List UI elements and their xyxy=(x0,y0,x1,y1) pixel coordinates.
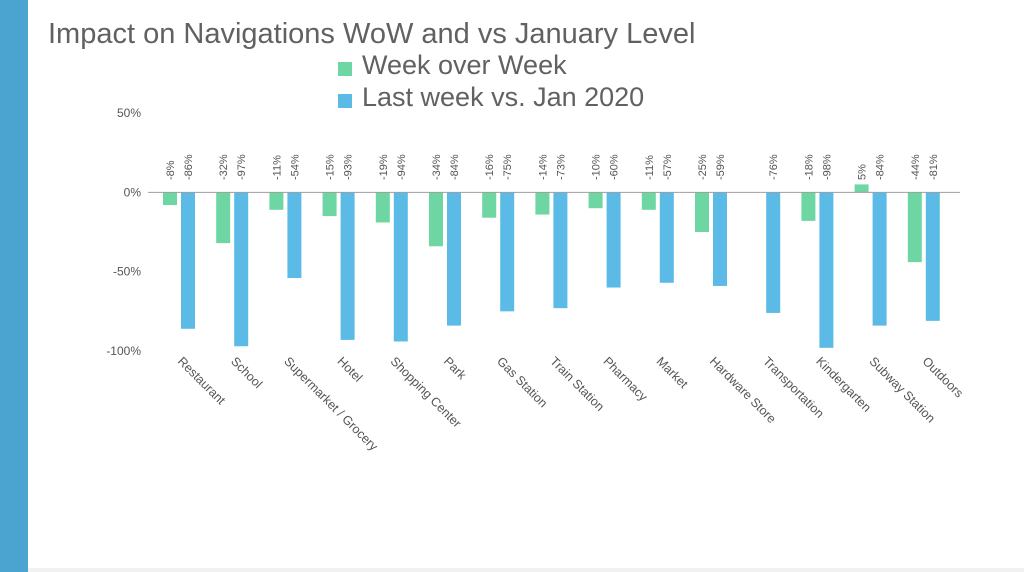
bar-wow xyxy=(695,192,709,232)
bar-jan xyxy=(713,192,727,286)
data-label-wow: -14% xyxy=(537,154,549,180)
data-label-wow: -34% xyxy=(431,154,443,180)
bar-jan xyxy=(659,192,674,283)
bar-wow xyxy=(375,192,390,223)
data-label-wow: -19% xyxy=(378,154,390,180)
bar-wow xyxy=(535,192,550,215)
x-category-label: Outdoors xyxy=(920,354,966,400)
side-accent-bar xyxy=(0,0,28,572)
bar-wow xyxy=(588,192,603,209)
data-label-wow: 5% xyxy=(857,164,869,180)
data-label-wow: -10% xyxy=(591,154,603,180)
x-category-label: Train Station xyxy=(547,354,607,414)
legend-swatch-last-week-vs-jan xyxy=(338,94,352,108)
bar-wow xyxy=(907,192,922,263)
data-label-jan: -86% xyxy=(183,154,195,180)
data-label-jan: -59% xyxy=(715,154,727,180)
frame-bottom-edge xyxy=(28,568,1024,572)
bar-jan xyxy=(393,192,408,342)
bar-wow xyxy=(429,192,443,247)
bar-wow xyxy=(163,192,177,206)
bar-jan xyxy=(872,192,887,326)
data-label-jan: -94% xyxy=(396,154,408,180)
data-label-wow: -32% xyxy=(218,154,230,180)
bar-jan xyxy=(553,192,568,309)
bar-jan xyxy=(500,192,515,312)
bar-wow xyxy=(482,192,497,218)
bar-jan xyxy=(340,192,355,340)
bar-jan xyxy=(287,192,302,279)
bar-wow xyxy=(641,192,656,210)
y-tick-label: -50% xyxy=(113,265,141,279)
data-label-wow: -16% xyxy=(484,154,496,180)
x-category-label: School xyxy=(228,354,265,391)
bar-jan xyxy=(181,192,195,329)
bar-wow xyxy=(854,184,869,193)
bar-jan xyxy=(766,192,781,313)
data-label-jan: -73% xyxy=(555,154,567,180)
bar-jan xyxy=(925,192,940,321)
legend-swatch-week-over-week xyxy=(338,62,352,76)
y-tick-label: 0% xyxy=(124,185,142,199)
x-category-label: Park xyxy=(441,354,470,383)
data-label-jan: -98% xyxy=(821,154,833,180)
bar-jan xyxy=(819,192,834,348)
bar-jan xyxy=(234,192,249,347)
data-label-jan: -97% xyxy=(236,154,248,180)
x-category-label: Hotel xyxy=(334,354,365,385)
bar-wow xyxy=(216,192,231,244)
data-label-jan: -54% xyxy=(289,154,301,180)
chart-title: Impact on Navigations WoW and vs January… xyxy=(48,18,696,50)
data-label-jan: -76% xyxy=(768,154,780,180)
x-category-label: Market xyxy=(654,354,691,391)
data-label-jan: -84% xyxy=(449,154,461,180)
data-label-jan: -93% xyxy=(343,154,355,180)
bar-wow xyxy=(801,192,816,221)
y-tick-label: 50% xyxy=(117,106,141,120)
data-label-jan: -57% xyxy=(662,154,674,180)
data-label-jan: -81% xyxy=(928,154,940,180)
x-category-label: Restaurant xyxy=(175,354,229,408)
data-label-wow: -44% xyxy=(910,154,922,180)
legend-label-last-week-vs-jan: Last week vs. Jan 2020 xyxy=(362,82,645,112)
x-category-label: Pharmacy xyxy=(600,354,650,404)
data-label-wow: -15% xyxy=(325,154,337,180)
y-tick-label: -100% xyxy=(106,344,141,358)
data-label-wow: -25% xyxy=(697,154,709,180)
bar-wow xyxy=(322,192,337,217)
data-label-wow: -11% xyxy=(644,155,656,180)
data-label-jan: -84% xyxy=(875,154,887,180)
data-label-wow: -18% xyxy=(803,154,815,180)
x-category-label: Gas Station xyxy=(494,354,550,410)
bar-wow xyxy=(269,192,284,210)
legend-label-week-over-week: Week over Week xyxy=(362,50,567,80)
bar-jan xyxy=(447,192,461,326)
x-category-label: Supermarket / Grocery xyxy=(281,354,381,454)
data-label-wow: -11% xyxy=(271,155,283,180)
bar-jan xyxy=(606,192,621,288)
data-label-jan: -75% xyxy=(502,154,514,180)
data-label-jan: -60% xyxy=(609,154,621,180)
data-label-wow: -8% xyxy=(165,160,177,180)
